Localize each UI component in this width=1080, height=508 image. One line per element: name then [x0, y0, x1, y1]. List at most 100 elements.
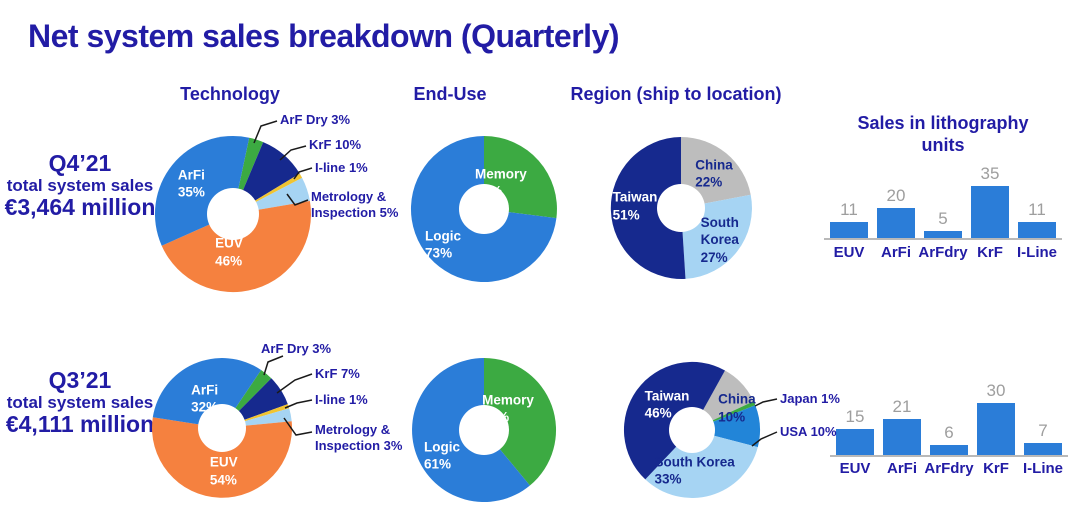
q3-tech-callout-line-arf-dry: [263, 355, 284, 376]
q3-region-slice-south-korea: [645, 430, 758, 498]
q4-tech-hole: [207, 188, 259, 240]
q3-units-category-krf: KrF: [983, 460, 1009, 477]
q3-units-bar-krf: [977, 403, 1015, 455]
q4-units-bar-euv: [830, 222, 868, 238]
q3-region-callout-usa: USA 10%: [780, 424, 837, 439]
chart-q3-region: [623, 361, 760, 498]
chart-q4-region: [610, 137, 752, 279]
q4-units-value-euv: 11: [840, 200, 858, 219]
chart-q3-tech: [152, 358, 293, 498]
q3-tech-callout-line-i-line: [284, 399, 313, 409]
q3-units-bar-euv: [836, 429, 874, 455]
q4-units-value-arfi: 20: [886, 186, 906, 205]
q4-units-bar-i-line: [1018, 222, 1056, 238]
q4-tech-callout-line-arf-dry: [253, 120, 278, 144]
q4-region-slice-china: [681, 137, 751, 208]
chart-q4-tech: [154, 135, 312, 293]
q3-tech-callout-metrology-inspection: Metrology & Inspection 3%: [315, 422, 403, 453]
q3-units-category-euv: EUV: [839, 460, 871, 477]
q3-tech-slice-arfi: [152, 358, 262, 428]
quarter-subtitle-q3: total system sales: [6, 393, 154, 412]
q4-units-category-arfdry: ArFdry: [918, 244, 968, 261]
q3-tech-callout-line-krf: [276, 373, 313, 394]
q4-region-label-china: China 22%: [695, 157, 733, 191]
q3-units-value-krf: 30: [986, 381, 1006, 400]
q4-units-value-krf: 35: [980, 164, 1000, 183]
q3-units-value-euv: 15: [845, 407, 865, 426]
q4-enduse-hole: [459, 184, 509, 234]
quarter-subtitle-q4: total system sales: [6, 176, 154, 195]
q4-units-value-arfdry: 5: [938, 209, 948, 228]
q3-region-callout-line-usa: [751, 431, 778, 447]
q4-tech-callout-krf: KrF 10%: [309, 137, 362, 152]
q3-units-category-arfdry: ArFdry: [924, 460, 974, 477]
quarter-block-q3: Q3’21 total system sales €4,111 million: [0, 367, 160, 437]
q3-units-value-i-line: 7: [1038, 421, 1048, 440]
page-title: Net system sales breakdown (Quarterly): [28, 18, 620, 54]
q3-region-callout-japan: Japan 1%: [780, 391, 840, 406]
q4-tech-callout-i-line: I-line 1%: [315, 160, 368, 175]
q4-tech-callout-line-metrology-inspection: [286, 193, 309, 206]
column-header-end-use: End-Use: [413, 84, 487, 104]
q3-enduse-slice-memory: [484, 357, 557, 486]
q4-units-bar-arfi: [877, 208, 915, 238]
q3-region-label-china: China 10%: [718, 391, 756, 425]
q3-enduse-label-memory: Memory 39%: [482, 392, 534, 425]
q3-enduse-label-logic: Logic 61%: [423, 439, 460, 473]
q3-units-bar-arfdry: [930, 445, 968, 455]
q4-units-bar-arfdry: [924, 231, 962, 238]
q3-units-category-arfi: ArFi: [887, 460, 917, 477]
q3-enduse-hole: [459, 405, 509, 455]
q4-units-category-arfi: ArFi: [881, 244, 911, 261]
q4-units-axis: [824, 238, 1062, 240]
quarter-block-q4: Q4’21 total system sales €3,464 million: [0, 150, 160, 220]
q4-region-label-south-korea: South Korea 27%: [700, 215, 739, 265]
quarter-total-q4: €3,464 million: [4, 194, 156, 220]
q3-tech-hole: [198, 404, 246, 452]
q3-region-hole: [669, 407, 715, 453]
chart-q3-enduse: [412, 357, 557, 503]
q4-enduse-label-logic: Logic 73%: [425, 228, 462, 261]
q4-tech-slice-euv: [161, 201, 312, 293]
column-header-technology: Technology: [180, 84, 280, 104]
q4-units-category-euv: EUV: [833, 244, 865, 261]
quarter-total-q3: €4,111 million: [5, 411, 155, 437]
q4-tech-slice-arfi: [154, 135, 250, 246]
q4-tech-label-arfi: ArFi 35%: [177, 167, 205, 200]
q3-tech-callout-line-metrology-inspection: [283, 417, 313, 436]
q3-region-slice-usa: [692, 405, 760, 448]
q4-region-label-taiwan: Taiwan 51%: [612, 190, 658, 223]
q4-enduse-label-memory: Memory 27%: [475, 166, 527, 200]
quarter-name-q3: Q3’21: [48, 367, 112, 393]
q3-tech-slice-euv: [152, 417, 293, 498]
q4-units-category-i-line: I-Line: [1017, 244, 1057, 261]
q4-tech-label-euv: EUV 46%: [215, 236, 243, 269]
q3-units-category-i-line: I-Line: [1023, 460, 1063, 477]
q4-tech-callout-arf-dry: ArF Dry 3%: [280, 112, 351, 127]
q3-region-callout-line-japan: [754, 398, 778, 407]
q3-tech-label-arfi: ArFi 32%: [191, 382, 219, 416]
q3-units-bar-i-line: [1024, 443, 1062, 455]
quarter-name-q4: Q4’21: [48, 150, 112, 176]
q3-region-label-south-korea: South Korea 33%: [654, 454, 735, 487]
bar-chart-title: Sales in lithography units: [857, 113, 1029, 155]
q4-units-value-i-line: 11: [1028, 200, 1046, 219]
q4-tech-callout-metrology-inspection: Metrology & Inspection 5%: [311, 189, 399, 220]
q4-units-category-krf: KrF: [977, 244, 1003, 261]
q3-tech-label-euv: EUV 54%: [209, 455, 238, 488]
q4-region-slice-taiwan: [610, 137, 686, 279]
column-header-region: Region (ship to location): [570, 84, 782, 104]
q3-units-axis: [830, 455, 1068, 457]
q3-tech-callout-arf-dry: ArF Dry 3%: [261, 341, 332, 356]
q4-tech-callout-line-i-line: [293, 167, 313, 180]
q3-units-value-arfi: 21: [892, 397, 912, 416]
q3-units-value-arfdry: 6: [944, 423, 954, 442]
q3-region-label-taiwan: Taiwan 46%: [644, 388, 690, 422]
q4-units-bar-krf: [971, 186, 1009, 238]
q4-tech-callout-line-krf: [279, 145, 307, 161]
q4-region-hole: [657, 184, 705, 232]
q3-tech-callout-krf: KrF 7%: [315, 366, 360, 381]
q3-units-bar-arfi: [883, 419, 921, 455]
